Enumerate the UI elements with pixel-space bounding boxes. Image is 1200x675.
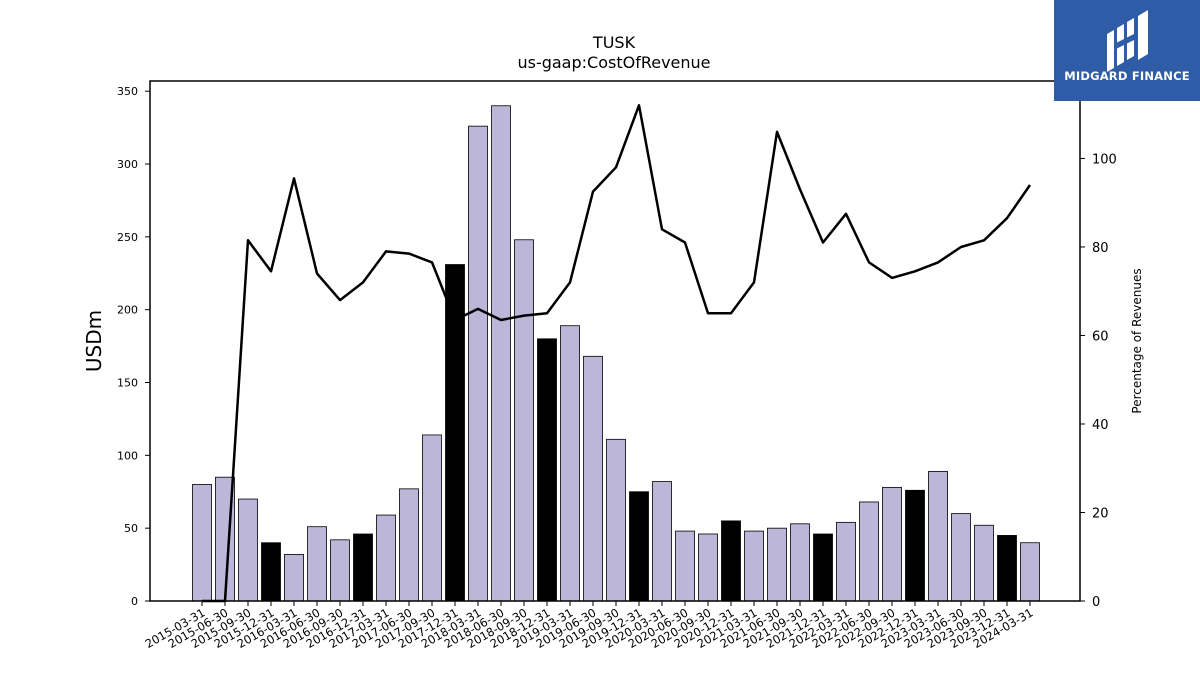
chart-title: TUSK (592, 33, 636, 52)
y2-tick-label: 40 (1092, 418, 1109, 433)
bar (261, 542, 281, 602)
bar (1020, 542, 1040, 602)
left-axis-ticks: 0 50 100 150 200 250 300 350 (117, 85, 150, 608)
bar (307, 526, 327, 602)
y2-axis-label: Percentage of Revenues (1130, 268, 1144, 413)
bar (514, 239, 534, 602)
midgard-finance-logo: MIDGARD FINANCE (1054, 0, 1200, 101)
y2-tick-label: 20 (1092, 506, 1109, 521)
bar-series (192, 105, 1040, 602)
bar (997, 535, 1017, 602)
logo-text: MIDGARD FINANCE (1064, 69, 1190, 83)
y-tick-label: 300 (117, 158, 138, 171)
bar (951, 513, 971, 602)
bar (974, 524, 994, 602)
chart-subtitle: us-gaap:CostOfRevenue (517, 53, 710, 72)
bar (629, 491, 649, 602)
bar (882, 486, 902, 602)
bar (445, 264, 465, 602)
bar (537, 338, 557, 602)
bar (606, 438, 626, 602)
midgard-logo-icon (1107, 10, 1148, 72)
y-tick-label: 100 (117, 449, 138, 462)
y-tick-label: 0 (131, 595, 138, 608)
y-tick-label: 200 (117, 304, 138, 317)
x-axis-ticks: 2015-03-312015-06-302015-09-302015-12-31… (143, 601, 1036, 651)
bar (583, 355, 603, 602)
y-axis-label: USDm (82, 310, 106, 372)
bar (353, 533, 373, 602)
bar (790, 523, 810, 602)
bar (376, 514, 396, 602)
bar (813, 533, 833, 602)
bar (928, 470, 948, 602)
bar (560, 325, 580, 602)
y2-tick-label: 100 (1092, 152, 1117, 167)
y2-tick-label: 0 (1092, 595, 1100, 610)
y-tick-label: 250 (117, 231, 138, 244)
y-tick-label: 350 (117, 85, 138, 98)
bar (330, 539, 350, 602)
bar (652, 481, 672, 602)
bar (675, 530, 695, 602)
bar (905, 489, 925, 602)
bar (284, 553, 304, 602)
percentage-line (202, 104, 1032, 603)
plot-frame (149, 80, 1081, 602)
percentage-line-series (202, 104, 1032, 603)
y2-tick-label: 60 (1092, 329, 1109, 344)
bar (767, 527, 787, 602)
bar (468, 125, 488, 602)
bar (491, 105, 511, 602)
y-tick-label: 50 (124, 522, 138, 535)
bar (238, 498, 258, 602)
bar (192, 484, 212, 602)
bar (836, 521, 856, 602)
right-axis-ticks: 0 20 40 60 80 100 (1080, 152, 1117, 610)
bar (422, 434, 442, 602)
bar (399, 488, 419, 602)
bar (744, 530, 764, 602)
bar (859, 501, 879, 602)
y2-tick-label: 80 (1092, 241, 1109, 256)
bar (721, 520, 741, 602)
bar (698, 533, 718, 602)
y-tick-label: 150 (117, 377, 138, 390)
